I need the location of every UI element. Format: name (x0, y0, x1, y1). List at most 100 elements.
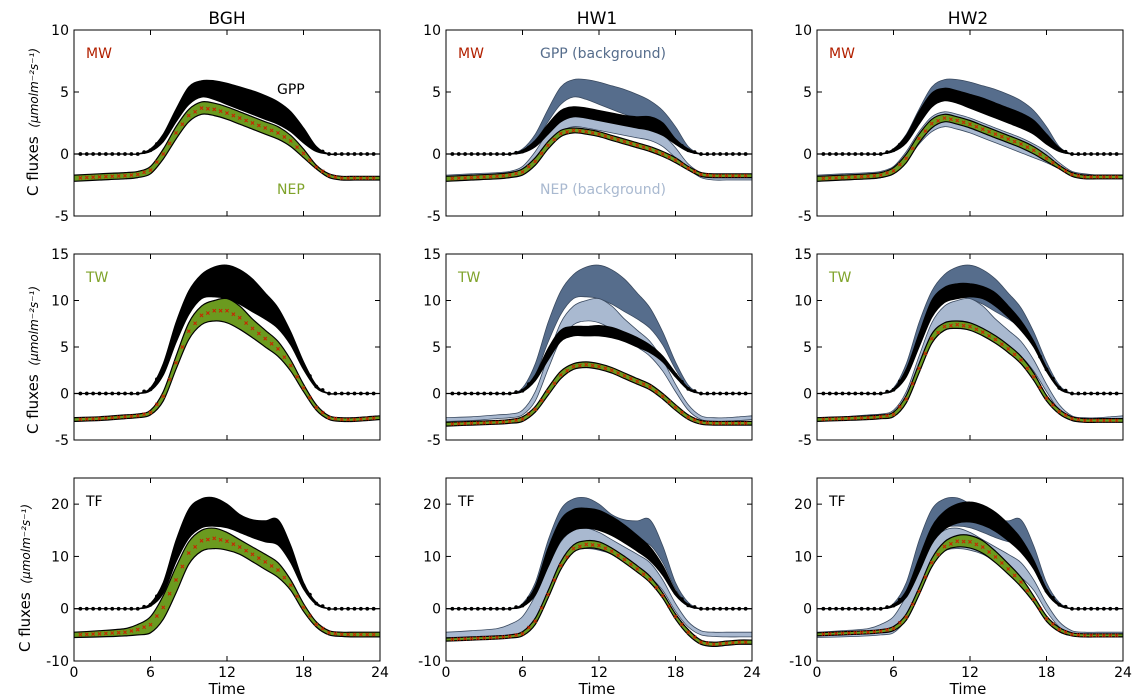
nep-observation-point (97, 416, 102, 421)
gpp-observation-point (123, 606, 127, 611)
y-tick-label: -5 (427, 433, 441, 449)
gpp-observation-point (834, 606, 839, 611)
nep-observation-point (686, 166, 691, 171)
nep-observation-point (904, 397, 909, 402)
gpp-observation-point (821, 606, 826, 611)
gpp-observation-point (250, 100, 255, 105)
gpp-observation-point (365, 606, 370, 611)
gpp-observation-point (609, 524, 614, 529)
gpp-observation-point (1038, 575, 1043, 580)
gpp-observation-point (1076, 152, 1081, 156)
x-tick-label: 18 (295, 665, 313, 681)
nep-observation-point (673, 158, 678, 163)
nep-observation-point (205, 537, 210, 542)
nep-observation-point (514, 418, 519, 423)
gpp-observation-point (667, 133, 672, 138)
gpp-observation-point (711, 152, 716, 156)
gpp-observation-point (1082, 391, 1087, 396)
nep-observation-point (1057, 409, 1062, 414)
nep-observation-point (186, 113, 191, 118)
nep-observation-point (339, 417, 344, 422)
nep-observation-point (199, 106, 204, 111)
series-band-gpp (817, 501, 1123, 610)
gpp-observation-point (231, 282, 236, 287)
nep-observation-point (1031, 374, 1036, 379)
nep-observation-point (495, 420, 499, 425)
gpp-observation-point (897, 379, 902, 384)
gpp-observation-point (968, 288, 972, 293)
column-title-bgh: BGH (208, 9, 245, 29)
nep-observation-point (846, 175, 851, 180)
nep-observation-point (456, 637, 461, 641)
ylabel-unit: (μmolm⁻²s⁻¹) (27, 286, 41, 366)
nep-observation-point (834, 416, 839, 421)
gpp-observation-point (565, 112, 570, 116)
nep-observation-point (673, 405, 678, 410)
gpp-observation-point (539, 364, 544, 368)
gpp-observation-point (450, 152, 455, 156)
nep-observation-point (199, 538, 204, 543)
nep-observation-point (942, 324, 947, 329)
nep-observation-point (846, 631, 851, 635)
nep-observation-point (352, 632, 357, 637)
nep-observation-point (679, 410, 684, 415)
gpp-observation-point (679, 144, 684, 148)
gpp-observation-point (148, 387, 153, 392)
series-band-nep (446, 539, 752, 648)
gpp-observation-point (923, 548, 928, 553)
gpp-observation-point (301, 363, 306, 368)
nep-observation-point (365, 632, 370, 637)
gpp-observation-point (295, 568, 300, 572)
nep-observation-point (993, 337, 998, 342)
nep-observation-point (577, 363, 582, 368)
nep-observation-point (1006, 137, 1011, 142)
nep-observation-point (558, 131, 563, 136)
nep-observation-point (692, 417, 697, 422)
gpp-observation-point (288, 119, 293, 124)
nep-observation-point (827, 176, 832, 181)
nep-observation-point (123, 173, 127, 178)
gpp-observation-point (616, 117, 621, 122)
y-tick-label: -5 (798, 209, 812, 225)
nep-observation-point (667, 604, 672, 609)
nep-observation-point (821, 417, 826, 422)
nep-observation-point (78, 632, 83, 637)
gpp-observation-point (584, 111, 589, 115)
gpp-observation-point (859, 606, 864, 611)
gpp-observation-point (301, 133, 306, 138)
gpp-observation-point (91, 606, 96, 611)
series-band-nep-background (446, 297, 752, 422)
nep-observation-point (955, 539, 960, 544)
gpp-observation-point (533, 589, 538, 593)
gpp-observation-point (923, 107, 928, 111)
gpp-observation-point (282, 326, 287, 331)
nep-observation-point (743, 640, 748, 645)
gpp-observation-point (205, 87, 210, 92)
y-tick-label: -5 (55, 433, 69, 449)
nep-observation-point (282, 575, 287, 580)
plot-area (74, 79, 380, 182)
gpp-observation-point (987, 516, 992, 521)
nep-observation-point (371, 416, 376, 421)
y-tick-label: 10 (51, 549, 69, 565)
plot-area (446, 496, 752, 648)
nep-observation-point (269, 564, 274, 568)
nep-observation-point (539, 398, 544, 403)
nep-observation-point (853, 630, 858, 635)
gpp-observation-point (103, 391, 108, 396)
gpp-observation-point (1063, 388, 1068, 393)
gpp-observation-point (692, 389, 697, 394)
gpp-observation-point (1082, 606, 1087, 611)
nep-observation-point (167, 141, 172, 146)
gpp-observation-point (565, 331, 570, 336)
series-band-gpp (817, 282, 1123, 395)
nep-observation-point (116, 415, 121, 420)
nep-observation-point (103, 174, 108, 179)
gpp-observation-point (450, 606, 455, 611)
panel-tw-hw2: -5 0 5 10 15 TW (794, 247, 1124, 449)
nep-observation-point (1089, 633, 1094, 638)
gpp-observation-point (571, 109, 576, 114)
nep-observation-point (295, 594, 300, 599)
gpp-observation-point (1031, 342, 1036, 347)
nep-observation-point (1101, 633, 1106, 638)
